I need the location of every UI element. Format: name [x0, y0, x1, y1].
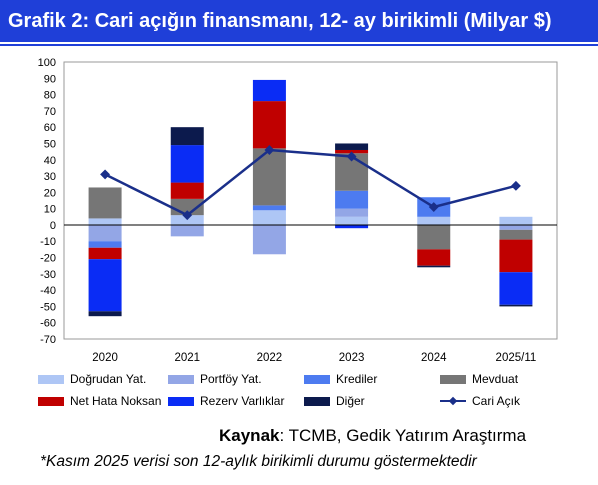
legend-swatch: [38, 374, 64, 384]
legend-item-net-hata-noksan: Net Hata Noksan: [38, 394, 161, 408]
legend-swatch: [168, 396, 194, 406]
x-tick-label: 2023: [339, 352, 365, 364]
bar-segment: [170, 145, 204, 183]
legend-label: Mevduat: [472, 372, 519, 386]
legend-swatch: [168, 374, 194, 384]
bar-segment: [88, 187, 122, 219]
y-tick-label: 60: [44, 122, 56, 134]
bar-segment: [252, 224, 286, 255]
bar-segment: [417, 224, 451, 250]
bar-segment: [252, 148, 286, 206]
bar-segment: [335, 224, 369, 229]
y-tick-label: 70: [44, 106, 56, 118]
y-tick-label: -20: [40, 253, 56, 265]
legend-swatch: [440, 374, 466, 384]
legend-item-mevduat: Mevduat: [440, 372, 518, 386]
y-tick-label: 90: [44, 73, 56, 85]
y-tick-label: 40: [44, 155, 56, 167]
legend-swatch: [304, 374, 330, 384]
source-label: Kaynak: [219, 426, 280, 445]
legend: Doğrudan Yat. Portföy Yat. Krediler Mevduat…: [38, 372, 598, 414]
footnote: *Kasım 2025 verisi son 12-aylık birikiml…: [40, 453, 477, 470]
legend-label: Portföy Yat.: [200, 372, 262, 386]
bar-segment: [499, 224, 533, 230]
x-tick-label: 2025/11: [496, 352, 537, 364]
legend-label: Net Hata Noksan: [70, 394, 162, 408]
bar-segment: [170, 182, 204, 199]
bar-segment: [417, 249, 451, 266]
x-tick-label: 2024: [421, 352, 447, 364]
bar-segment: [335, 143, 369, 150]
bar-segment: [252, 210, 286, 225]
bar-segment: [417, 265, 451, 268]
legend-label: Cari Açık: [472, 394, 521, 408]
cari-acik-point: [100, 169, 111, 180]
bar-segment: [88, 241, 122, 248]
legend-label: Krediler: [336, 372, 378, 386]
bar-segment: [335, 190, 369, 209]
bar-segment: [88, 218, 122, 225]
bar-segment: [499, 239, 533, 273]
bar-segment: [88, 247, 122, 260]
y-tick-label: -50: [40, 301, 56, 313]
chart-area: 1009080706050403020100-10-20-30-40-50-60…: [38, 57, 558, 364]
x-tick-label: 2020: [92, 352, 118, 364]
bar-segment: [170, 224, 204, 237]
legend-item-krediler: Krediler: [304, 372, 377, 386]
cari-acik-point: [182, 210, 193, 221]
bar-segment: [170, 127, 204, 146]
source-text: : TCMB, Gedik Yatırım Araştırma: [279, 426, 527, 445]
y-tick-label: -40: [40, 285, 56, 297]
y-tick-label: 30: [44, 171, 56, 183]
legend-label: Diğer: [336, 394, 365, 408]
bar-segment: [252, 79, 286, 102]
cari-acik-point: [264, 145, 275, 155]
bar-segment: [252, 101, 286, 149]
y-tick-label: -30: [40, 269, 56, 281]
title-divider: [0, 44, 598, 46]
legend-item-dogrudan-yat: Doğrudan Yat.: [38, 372, 146, 386]
bar-segment: [335, 208, 369, 217]
y-tick-label: -60: [40, 318, 56, 330]
legend-label: Doğrudan Yat.: [70, 372, 147, 386]
bar-segment: [417, 216, 451, 225]
y-tick-label: 20: [44, 187, 56, 199]
y-tick-label: 10: [44, 204, 56, 216]
bar-segment: [335, 216, 369, 225]
legend-swatch: [38, 396, 64, 406]
bar-segment: [499, 304, 533, 307]
legend-swatch: [304, 396, 330, 406]
cari-acik-line: [104, 148, 517, 217]
legend-item-portfoy-yat: Portföy Yat.: [168, 372, 262, 386]
legend-item-cari-acik: Cari Açık: [440, 394, 520, 408]
legend-line-marker: [440, 396, 466, 406]
y-tick-label: 50: [44, 138, 56, 150]
bar-segment: [499, 216, 533, 225]
bar-segment: [499, 229, 533, 240]
bar-segment: [88, 311, 122, 317]
y-tick-label: 100: [38, 57, 56, 69]
bar-segment: [252, 205, 286, 211]
chart-title: Grafik 2: Cari açığın finansmanı, 12- ay…: [0, 0, 598, 42]
bar-segment: [88, 259, 122, 312]
cari-acik-point: [510, 180, 521, 191]
legend-label: Rezerv Varlıklar: [200, 394, 285, 408]
bar-segment: [499, 272, 533, 305]
source-line: Kaynak: TCMB, Gedik Yatırım Araştırma: [219, 426, 526, 446]
bar-segment: [88, 224, 122, 242]
legend-item-diger: Diğer: [304, 394, 365, 408]
x-tick-label: 2022: [257, 352, 283, 364]
y-tick-label: 80: [44, 90, 56, 102]
legend-item-rezerv-varliklar: Rezerv Varlıklar: [168, 394, 284, 408]
x-tick-label: 2021: [174, 352, 200, 364]
cari-acik-point: [428, 202, 439, 212]
y-tick-label: 0: [50, 220, 56, 232]
y-tick-label: -10: [40, 236, 56, 248]
plot-frame: [63, 61, 558, 340]
y-tick-label: -70: [40, 334, 56, 346]
